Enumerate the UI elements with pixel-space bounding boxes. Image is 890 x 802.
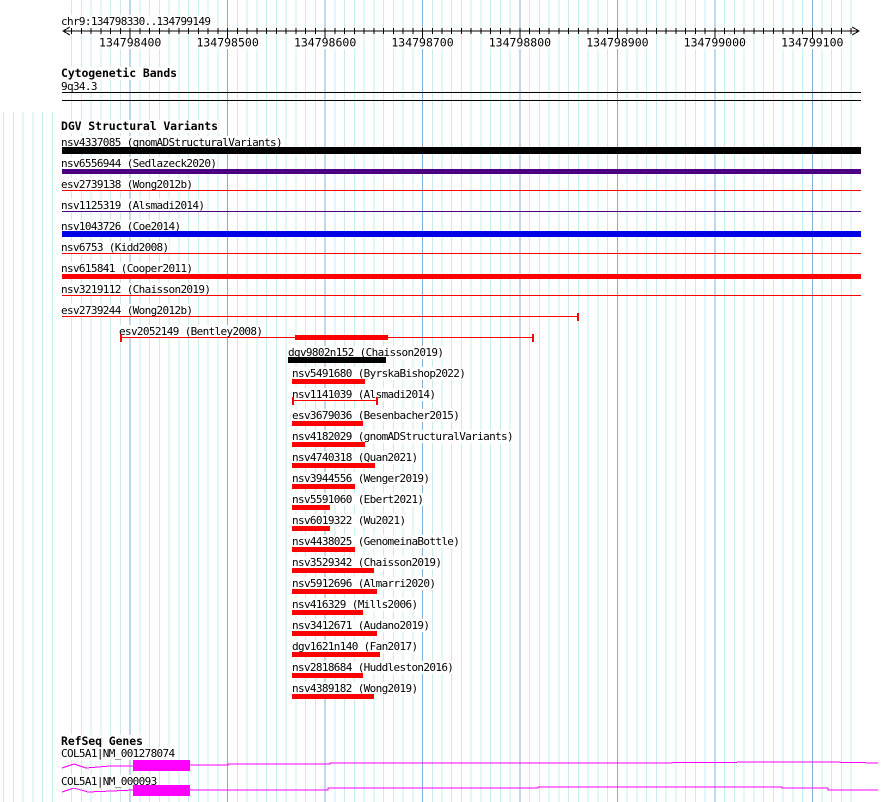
ruler-label-backing (778, 36, 847, 49)
variant-bar[interactable] (62, 147, 861, 154)
variant-label[interactable]: nsv5591060 (Ebert2021) (292, 493, 424, 506)
variant-endpoint-cap (532, 334, 534, 342)
variant-label[interactable]: nsv615841 (Cooper2011) (61, 262, 193, 275)
gene-label[interactable]: COL5A1|NM_000093 (61, 775, 157, 788)
variant-label[interactable]: nsv6556944 (Sedlazeck2020) (61, 157, 217, 170)
ruler-label-backing (96, 36, 165, 49)
variant-label[interactable]: nsv416329 (Mills2006) (292, 598, 418, 611)
variant-label[interactable]: nsv3412671 (Audano2019) (292, 619, 430, 632)
variant-label[interactable]: nsv6753 (Kidd2008) (61, 241, 169, 254)
variant-bar[interactable] (292, 526, 330, 531)
gene-intron-line[interactable] (61, 786, 878, 793)
variant-line[interactable] (62, 253, 861, 254)
gene-label[interactable]: COL5A1|NM_001278074 (61, 747, 175, 760)
variant-line[interactable] (62, 316, 578, 317)
variant-bar[interactable] (292, 589, 377, 594)
ruler-label-backing (193, 36, 262, 49)
coordinate-ruler: 134798400 134798500 134798600 134798700 1347… (61, 26, 861, 50)
ruler-label-backing (485, 36, 554, 49)
variant-bar[interactable] (292, 568, 374, 573)
variant-bar[interactable] (62, 274, 861, 279)
ruler-tick-label: 134798700 (391, 36, 453, 50)
section-header-cytobands: Cytogenetic Bands (61, 66, 178, 80)
variant-line[interactable] (292, 400, 377, 401)
variant-endpoint-cap (292, 397, 294, 405)
variant-bar[interactable] (62, 169, 861, 174)
cytoband-label[interactable]: 9q34.3 (61, 80, 97, 93)
variant-label[interactable]: nsv6019322 (Wu2021) (292, 514, 406, 527)
variant-label[interactable]: dgv1621n140 (Fan2017) (292, 640, 418, 653)
variant-label[interactable]: nsv3944556 (Wenger2019) (292, 472, 430, 485)
ruler-tick-label: 134798600 (294, 36, 356, 50)
ruler-label-backing (680, 36, 749, 49)
ruler-label-backing (583, 36, 652, 49)
variant-bar[interactable] (288, 357, 386, 363)
variant-line[interactable] (62, 211, 861, 212)
region-title: chr9:134798330..134799149 (61, 15, 211, 28)
variant-label[interactable]: esv2052149 (Bentley2008) (119, 325, 263, 338)
ruler-left-arrow-icon (61, 26, 71, 36)
variant-label[interactable]: nsv3219112 (Chaisson2019) (61, 283, 211, 296)
ruler-right-arrow-icon (851, 26, 861, 36)
variant-label[interactable]: nsv2818684 (Huddleston2016) (292, 661, 454, 674)
variant-bar[interactable] (292, 694, 374, 699)
gene-exon-box[interactable] (133, 785, 190, 796)
cytoband-top-line (62, 92, 861, 93)
variant-line[interactable] (62, 190, 861, 191)
variant-label[interactable]: nsv5912696 (Almarri2020) (292, 577, 436, 590)
variant-bar[interactable] (292, 631, 377, 636)
ruler-tick-label: 134798400 (99, 36, 161, 50)
variant-endpoint-cap (120, 334, 122, 342)
variant-bar[interactable] (292, 673, 363, 678)
variant-label[interactable]: esv2739138 (Wong2012b) (61, 178, 193, 191)
ruler-tick-label: 134799100 (781, 36, 843, 50)
variant-label[interactable]: nsv4337085 (gnomADStructuralVariants) (61, 136, 283, 149)
ruler-label-backing (291, 36, 360, 49)
ruler-tick-label: 134798500 (196, 36, 258, 50)
variant-bar[interactable] (292, 379, 365, 384)
variant-bar[interactable] (292, 547, 355, 552)
section-header-dgv: DGV Structural Variants (61, 119, 218, 133)
variant-label[interactable]: nsv1125319 (Alsmadi2014) (61, 199, 205, 212)
variant-label[interactable]: esv3679036 (Besenbacher2015) (292, 409, 460, 422)
variant-bar[interactable] (292, 484, 355, 489)
section-header-refseq: RefSeq Genes (61, 734, 143, 748)
variant-line[interactable] (62, 295, 861, 296)
variant-thick-segment[interactable] (295, 335, 388, 340)
gene-intron-line[interactable] (61, 761, 879, 769)
variant-endpoint-cap (577, 313, 579, 321)
variant-label[interactable]: nsv3529342 (Chaisson2019) (292, 556, 442, 569)
cytoband-bottom-line (62, 100, 861, 101)
variant-endpoint-cap (376, 397, 378, 405)
variant-bar[interactable] (292, 652, 380, 657)
variant-label[interactable]: nsv5491680 (ByrskaBishop2022) (292, 367, 466, 380)
variant-bar[interactable] (292, 505, 330, 510)
variant-label[interactable]: nsv4740318 (Quan2021) (292, 451, 418, 464)
gene-exon-box[interactable] (133, 760, 190, 771)
variant-label[interactable]: nsv4389182 (Wong2019) (292, 682, 418, 695)
variant-label[interactable]: nsv4438025 (GenomeinaBottle) (292, 535, 460, 548)
variant-label[interactable]: nsv1043726 (Coe2014) (61, 220, 181, 233)
variant-bar[interactable] (292, 463, 375, 468)
variant-label[interactable]: esv2739244 (Wong2012b) (61, 304, 193, 317)
ruler-tick-label: 134798800 (489, 36, 551, 50)
variant-bar[interactable] (292, 610, 363, 615)
ruler-label-backing (388, 36, 457, 49)
variant-label[interactable]: dgv9802n152 (Chaisson2019) (288, 346, 444, 359)
ruler-tick-label: 134798900 (586, 36, 648, 50)
variant-bar[interactable] (292, 421, 363, 426)
variant-bar[interactable] (292, 442, 365, 447)
variant-bar[interactable] (62, 231, 861, 237)
variant-label[interactable]: nsv4182029 (gnomADStructuralVariants) (292, 430, 514, 443)
ruler-tick-label: 134799000 (684, 36, 746, 50)
